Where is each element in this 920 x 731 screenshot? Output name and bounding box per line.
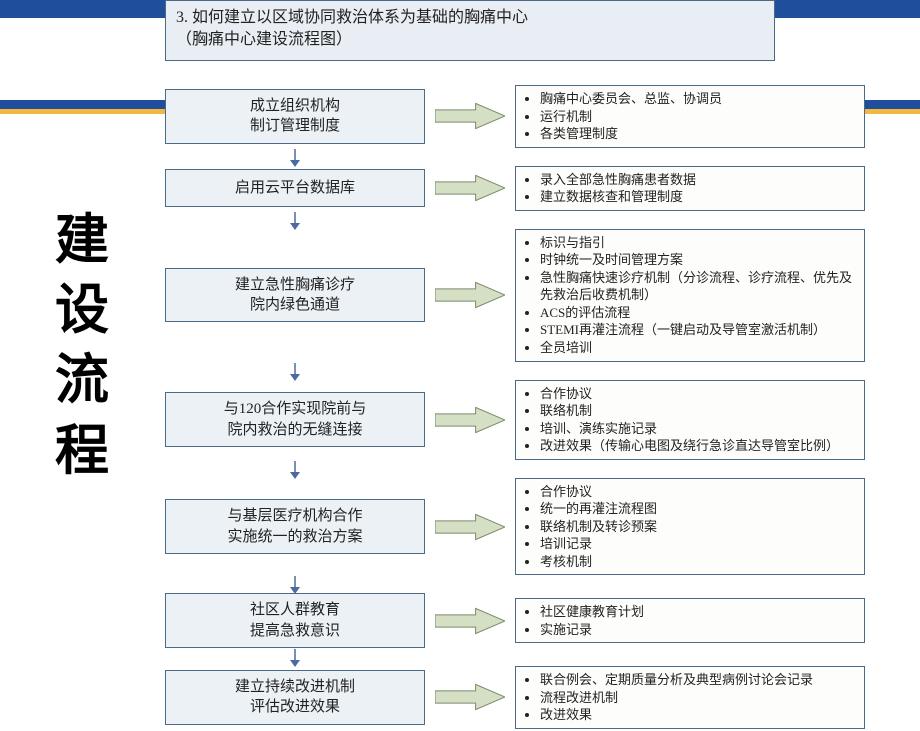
vtitle-char: 程 bbox=[52, 416, 112, 486]
detail-item: 急性胸痛快速诊疗机制（分诊流程、诊疗流程、优先及先救治后收费机制） bbox=[540, 269, 858, 304]
down-arrow bbox=[165, 149, 425, 167]
flow-row: 与基层医疗机构合作实施统一的救治方案 合作协议统一的再灌注流程图联络机制及转诊预… bbox=[165, 478, 905, 576]
detail-item: 建立数据核查和管理制度 bbox=[540, 188, 858, 206]
detail-item: 合作协议 bbox=[540, 385, 858, 403]
step-line: 与120合作实现院前与 bbox=[170, 399, 420, 419]
step-line: 启用云平台数据库 bbox=[170, 178, 420, 198]
vtitle-char: 建 bbox=[52, 205, 112, 275]
detail-item: ACS的评估流程 bbox=[540, 304, 858, 322]
right-arrow-icon bbox=[435, 102, 505, 130]
title-line-2: （胸痛中心建设流程图） bbox=[176, 29, 764, 51]
down-arrow bbox=[165, 212, 425, 230]
arrow-cell bbox=[425, 102, 515, 130]
step-line: 建立急性胸痛诊疗 bbox=[170, 275, 420, 295]
step-box: 社区人群教育提高急救意识 bbox=[165, 593, 425, 648]
flow-row: 成立组织机构制订管理制度 胸痛中心委员会、总监、协调员运行机制各类管理制度 bbox=[165, 85, 905, 148]
detail-item: 合作协议 bbox=[540, 483, 858, 501]
detail-box: 社区健康教育计划实施记录 bbox=[515, 598, 865, 643]
detail-item: 时钟统一及时间管理方案 bbox=[540, 251, 858, 269]
flow-row: 启用云平台数据库 录入全部急性胸痛患者数据建立数据核查和管理制度 bbox=[165, 166, 905, 211]
detail-item: 流程改进机制 bbox=[540, 689, 858, 707]
arrow-cell bbox=[425, 607, 515, 635]
vtitle-char: 流 bbox=[52, 345, 112, 415]
step-line: 实施统一的救治方案 bbox=[170, 527, 420, 547]
down-arrow-icon bbox=[288, 212, 302, 230]
step-box: 建立急性胸痛诊疗院内绿色通道 bbox=[165, 268, 425, 323]
step-box: 与120合作实现院前与院内救治的无缝连接 bbox=[165, 392, 425, 447]
down-arrow bbox=[165, 576, 425, 594]
title-line-1: 3. 如何建立以区域协同救治体系为基础的胸痛中心 bbox=[176, 7, 764, 29]
step-line: 建立持续改进机制 bbox=[170, 677, 420, 697]
detail-box: 标识与指引时钟统一及时间管理方案急性胸痛快速诊疗机制（分诊流程、诊疗流程、优先及… bbox=[515, 229, 865, 362]
down-arrow bbox=[165, 363, 425, 381]
down-arrow-icon bbox=[288, 363, 302, 381]
step-line: 社区人群教育 bbox=[170, 600, 420, 620]
step-box: 建立持续改进机制评估改进效果 bbox=[165, 670, 425, 725]
right-arrow-icon bbox=[435, 406, 505, 434]
arrow-cell bbox=[425, 683, 515, 711]
step-line: 院内绿色通道 bbox=[170, 295, 420, 315]
detail-box: 胸痛中心委员会、总监、协调员运行机制各类管理制度 bbox=[515, 85, 865, 148]
step-line: 提高急救意识 bbox=[170, 621, 420, 641]
detail-item: 联合例会、定期质量分析及典型病例讨论会记录 bbox=[540, 671, 858, 689]
arrow-cell bbox=[425, 513, 515, 541]
detail-item: 统一的再灌注流程图 bbox=[540, 500, 858, 518]
detail-item: 各类管理制度 bbox=[540, 125, 858, 143]
detail-item: 实施记录 bbox=[540, 621, 858, 639]
detail-box: 合作协议统一的再灌注流程图联络机制及转诊预案培训记录考核机制 bbox=[515, 478, 865, 576]
header-stripe-left bbox=[0, 100, 165, 114]
detail-item: 联络机制及转诊预案 bbox=[540, 518, 858, 536]
detail-item: 联络机制 bbox=[540, 402, 858, 420]
step-line: 成立组织机构 bbox=[170, 96, 420, 116]
detail-item: 改进效果（传输心电图及绕行急诊直达导管室比例） bbox=[540, 437, 858, 455]
flow-row: 与120合作实现院前与院内救治的无缝连接 合作协议联络机制培训、演练实施记录改进… bbox=[165, 380, 905, 460]
step-line: 与基层医疗机构合作 bbox=[170, 506, 420, 526]
down-arrow-icon bbox=[288, 576, 302, 594]
flowchart: 成立组织机构制订管理制度 胸痛中心委员会、总监、协调员运行机制各类管理制度 启用… bbox=[165, 85, 905, 731]
right-arrow-icon bbox=[435, 281, 505, 309]
right-arrow-icon bbox=[435, 683, 505, 711]
step-box: 与基层医疗机构合作实施统一的救治方案 bbox=[165, 499, 425, 554]
flow-row: 社区人群教育提高急救意识 社区健康教育计划实施记录 bbox=[165, 593, 905, 648]
step-box: 成立组织机构制订管理制度 bbox=[165, 89, 425, 144]
right-arrow-icon bbox=[435, 513, 505, 541]
detail-item: 录入全部急性胸痛患者数据 bbox=[540, 171, 858, 189]
vertical-title: 建设流程 bbox=[52, 205, 112, 486]
detail-box: 合作协议联络机制培训、演练实施记录改进效果（传输心电图及绕行急诊直达导管室比例） bbox=[515, 380, 865, 460]
vtitle-char: 设 bbox=[52, 275, 112, 345]
flow-row: 建立持续改进机制评估改进效果 联合例会、定期质量分析及典型病例讨论会记录流程改进… bbox=[165, 666, 905, 729]
detail-item: 培训、演练实施记录 bbox=[540, 420, 858, 438]
detail-item: 改进效果 bbox=[540, 706, 858, 724]
step-box: 启用云平台数据库 bbox=[165, 169, 425, 207]
right-arrow-icon bbox=[435, 607, 505, 635]
flow-row: 建立急性胸痛诊疗院内绿色通道 标识与指引时钟统一及时间管理方案急性胸痛快速诊疗机… bbox=[165, 229, 905, 362]
arrow-cell bbox=[425, 174, 515, 202]
detail-item: 运行机制 bbox=[540, 108, 858, 126]
arrow-cell bbox=[425, 406, 515, 434]
detail-item: 社区健康教育计划 bbox=[540, 603, 858, 621]
detail-item: 考核机制 bbox=[540, 553, 858, 571]
detail-box: 录入全部急性胸痛患者数据建立数据核查和管理制度 bbox=[515, 166, 865, 211]
step-line: 制订管理制度 bbox=[170, 116, 420, 136]
detail-item: 培训记录 bbox=[540, 535, 858, 553]
arrow-cell bbox=[425, 281, 515, 309]
step-line: 院内救治的无缝连接 bbox=[170, 420, 420, 440]
step-line: 评估改进效果 bbox=[170, 697, 420, 717]
detail-item: STEMI再灌注流程（一键启动及导管室激活机制） bbox=[540, 321, 858, 339]
title-box: 3. 如何建立以区域协同救治体系为基础的胸痛中心 （胸痛中心建设流程图） bbox=[165, 0, 775, 61]
detail-item: 全员培训 bbox=[540, 339, 858, 357]
down-arrow-icon bbox=[288, 649, 302, 667]
down-arrow bbox=[165, 461, 425, 479]
detail-item: 胸痛中心委员会、总监、协调员 bbox=[540, 90, 858, 108]
down-arrow-icon bbox=[288, 149, 302, 167]
detail-item: 标识与指引 bbox=[540, 234, 858, 252]
down-arrow bbox=[165, 649, 425, 667]
right-arrow-icon bbox=[435, 174, 505, 202]
down-arrow-icon bbox=[288, 461, 302, 479]
detail-box: 联合例会、定期质量分析及典型病例讨论会记录流程改进机制改进效果 bbox=[515, 666, 865, 729]
